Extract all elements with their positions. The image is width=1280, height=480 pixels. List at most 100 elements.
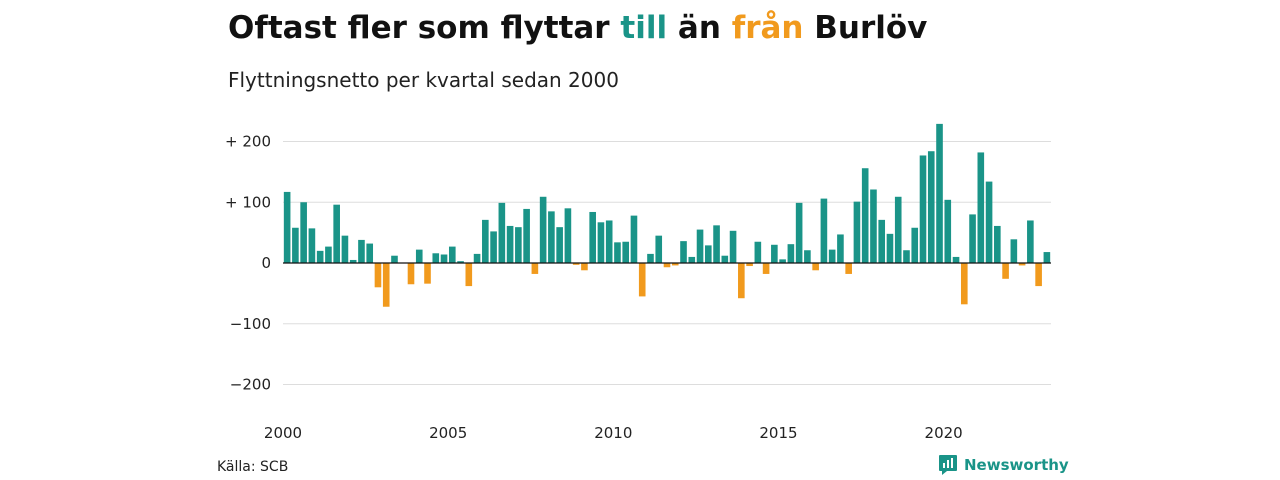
bar (581, 263, 588, 271)
bar (861, 168, 869, 263)
bar (605, 220, 613, 263)
y-tick-label: −100 (230, 315, 271, 333)
bar (391, 255, 398, 263)
bar (614, 242, 621, 263)
y-tick-label: + 100 (225, 193, 271, 211)
bar (283, 191, 291, 263)
bar (878, 219, 886, 263)
chart-title: Oftast fler som flyttar till än från Bur… (228, 8, 927, 48)
bar (837, 234, 844, 263)
bar (779, 259, 786, 264)
bar (556, 227, 563, 263)
bar (465, 263, 473, 287)
bar (341, 235, 349, 263)
bar (292, 227, 299, 263)
bar (300, 202, 307, 263)
bar (1002, 263, 1009, 279)
bar (894, 196, 902, 263)
bar (622, 241, 630, 263)
brand-name: Newsworthy (964, 456, 1069, 474)
bar (647, 253, 654, 263)
bar (457, 261, 464, 263)
x-tick-label: 2000 (264, 424, 302, 440)
bar (845, 263, 852, 274)
bar (1027, 220, 1034, 263)
bar (911, 227, 919, 263)
bar (680, 241, 687, 263)
bar (655, 235, 663, 263)
chart-subtitle: Flyttningsnetto per kvartal sedan 2000 (228, 68, 619, 92)
bar (498, 202, 506, 263)
bar (448, 246, 456, 263)
title-part1: Oftast fler som flyttar (228, 10, 610, 46)
bar (787, 244, 795, 263)
bar (333, 204, 340, 263)
bar (820, 198, 828, 263)
bar (812, 263, 819, 271)
bar (754, 241, 762, 263)
bar (374, 263, 382, 288)
bar (870, 189, 877, 263)
bar (746, 263, 753, 267)
bar (804, 250, 811, 263)
bar (325, 246, 332, 263)
bar (482, 219, 489, 263)
bar (696, 229, 704, 263)
bar (762, 263, 770, 274)
bar (671, 263, 679, 266)
bar (589, 211, 596, 263)
y-tick-label: 0 (261, 254, 271, 272)
bar (382, 263, 390, 307)
bar (729, 230, 737, 263)
bar (515, 227, 522, 263)
bar (795, 202, 803, 263)
bar (903, 250, 910, 263)
bar-chart: + 200 + 100 0 −100 −200 2000 2005 2010 2015 2020 (225, 123, 1051, 440)
bar (969, 214, 976, 263)
x-tick-label: 2010 (594, 424, 632, 440)
bar (704, 245, 712, 263)
bar (630, 215, 638, 264)
bar (919, 155, 927, 263)
bar (944, 199, 952, 263)
title-highlight-till: till (620, 10, 668, 46)
bar (663, 263, 671, 268)
bar (771, 244, 778, 264)
bar (985, 181, 993, 263)
bar (638, 263, 646, 297)
x-tick-label: 2020 (925, 424, 963, 440)
bar (1035, 263, 1042, 287)
bar (1010, 239, 1018, 263)
bar (721, 255, 729, 263)
newsworthy-logo-icon (939, 455, 957, 475)
y-tick-label: + 200 (225, 133, 271, 151)
bar (440, 254, 448, 264)
bar (828, 249, 836, 263)
bar (936, 123, 943, 263)
x-tick-label: 2005 (429, 424, 467, 440)
bar (886, 233, 894, 263)
bar (853, 201, 861, 263)
bar (490, 231, 497, 263)
bar (548, 211, 555, 263)
bar (424, 263, 431, 284)
bar (713, 225, 720, 263)
bar (531, 263, 539, 274)
bar (539, 196, 547, 263)
bar (349, 259, 357, 263)
bar (1018, 263, 1026, 266)
bar (1043, 252, 1051, 263)
title-highlight-fran: från (731, 10, 804, 46)
bar (523, 208, 530, 263)
bar (994, 225, 1001, 263)
bar (358, 239, 365, 263)
bar (960, 263, 968, 305)
y-tick-label: −200 (230, 376, 271, 394)
bar (506, 225, 514, 263)
title-part2: än (677, 10, 721, 46)
bar (308, 228, 316, 263)
bar (977, 152, 985, 264)
bar (407, 263, 415, 285)
source-label: Källa: SCB (217, 459, 289, 475)
bar (738, 263, 745, 299)
